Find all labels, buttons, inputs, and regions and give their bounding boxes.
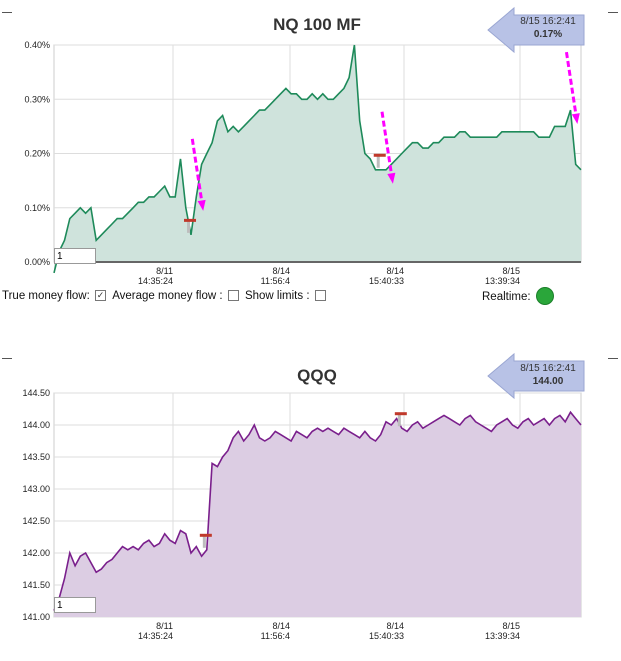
mf-arrow-shaft [380,111,394,178]
qqq-badge[interactable]: 8/15 16:2:41 144.00 [487,352,585,400]
mf-y-axis-ticks: 0.00% 0.10% 0.20% 0.30% 0.40% [24,40,50,267]
mf-arrow-head [571,113,580,125]
qqq-x-tick-time: 11:56:4 [261,631,290,641]
mf-arrow-shaft [564,51,578,119]
qqq-series-line [53,410,582,611]
mf-badge[interactable]: 8/15 16:2:41 0.17% [487,6,585,54]
mf-marker-stem [187,220,191,233]
mf-series-line [53,44,582,274]
true-money-flow-label: True money flow: [2,290,90,302]
mf-y-tick-label: 0.40% [24,40,50,50]
qqq-x-tick-date: 8/14 [272,621,290,631]
qqq-x-tick-date: 8/15 [502,621,520,631]
qqq-x-tick-time: 15:40:33 [369,631,404,641]
qqq-x-tick-date: 8/14 [386,621,404,631]
mf-chart-title: NQ 100 MF [273,15,361,34]
mf-arrow-head [387,172,396,184]
mf-x-tick-date: 8/14 [272,266,290,276]
qqq-y-tick-label: 141.00 [22,612,50,622]
mf-chart: NQ 100 MF 0.00% 0.10% 0.20% 0.30% 0.40% 8/11… [24,6,585,286]
qqq-x-tick-date: 8/11 [156,621,173,631]
qqq-y-tick-label: 141.50 [22,580,50,590]
mf-x-axis-ticks: 8/1114:35:248/1411:56:48/1415:40:338/151… [138,266,520,286]
qqq-y-tick-label: 143.50 [22,452,50,462]
mf-y-tick-label: 0.10% [24,203,50,213]
corner-dash-left [2,12,12,13]
qqq-marker-cap [199,533,212,537]
qqq-y-tick-label: 142.00 [22,548,50,558]
mf-arrow-shaft [190,138,204,206]
show-limits-label: Show limits : [244,290,310,302]
qqq-chart-title: QQQ [297,366,337,385]
mf-y-tick-label: 0.20% [24,149,50,159]
mf-badge-time: 8/15 16:2:41 [520,16,576,27]
corner-dash-right-2 [608,358,618,359]
qqq-y-tick-label: 142.50 [22,516,50,526]
realtime-indicator[interactable] [536,287,554,305]
qqq-marker-cap [394,412,407,416]
mf-marker-cap [373,153,386,157]
mf-x-tick-date: 8/15 [502,266,520,276]
qqq-markers [199,412,407,548]
mf-badge-value: 0.17% [534,29,562,40]
mf-x-tick-time: 13:39:34 [485,276,520,286]
mf-area-fill [54,45,581,273]
mf-y-tick-label: 0.00% [24,257,50,267]
qqq-marker-stem [202,535,206,548]
mf-badge-arrow [487,6,585,54]
average-money-flow-checkbox[interactable] [227,289,239,301]
qqq-area-fill [54,412,581,617]
show-limits-checkbox[interactable] [314,289,326,301]
qqq-x-axis-ticks: 8/1114:35:248/1411:56:48/1415:40:338/151… [138,621,520,641]
mf-arrow-head [197,199,206,211]
qqq-period-input[interactable] [54,597,96,613]
mf-x-tick-time: 14:35:24 [138,276,173,286]
mf-markers [184,153,386,233]
mf-arrows [190,51,580,211]
corner-dash-right [608,12,618,13]
mf-x-tick-time: 15:40:33 [369,276,404,286]
qqq-badge-time: 8/15 16:2:41 [520,363,576,374]
mf-x-tick-time: 11:56:4 [261,276,290,286]
qqq-y-tick-label: 143.00 [22,484,50,494]
mf-marker-stem [376,155,380,168]
qqq-chart: QQQ 141.00 141.50 142.00 142.50 143.00 143.50… [22,352,585,641]
qqq-badge-value: 144.00 [533,376,564,387]
qqq-y-tick-label: 144.50 [22,388,50,398]
mf-period-input[interactable] [54,248,96,264]
mf-y-tick-label: 0.30% [24,94,50,104]
average-money-flow-label: Average money flow : [112,290,223,302]
mf-controls: True money flow: ✓ Average money flow : … [2,287,562,306]
qqq-marker-stem [397,414,401,427]
mf-x-tick-date: 8/14 [386,266,404,276]
qqq-x-tick-time: 13:39:34 [485,631,520,641]
qqq-x-tick-time: 14:35:24 [138,631,173,641]
qqq-badge-arrow [487,352,585,400]
qqq-y-axis-ticks: 141.00 141.50 142.00 142.50 143.00 143.50 144.… [22,388,50,622]
mf-marker-cap [184,218,197,222]
corner-dash-left-2 [2,358,12,359]
qqq-y-tick-label: 144.00 [22,420,50,430]
realtime-label: Realtime: [482,291,531,303]
true-money-flow-checkbox[interactable]: ✓ [94,289,106,301]
mf-x-tick-date: 8/11 [156,266,173,276]
